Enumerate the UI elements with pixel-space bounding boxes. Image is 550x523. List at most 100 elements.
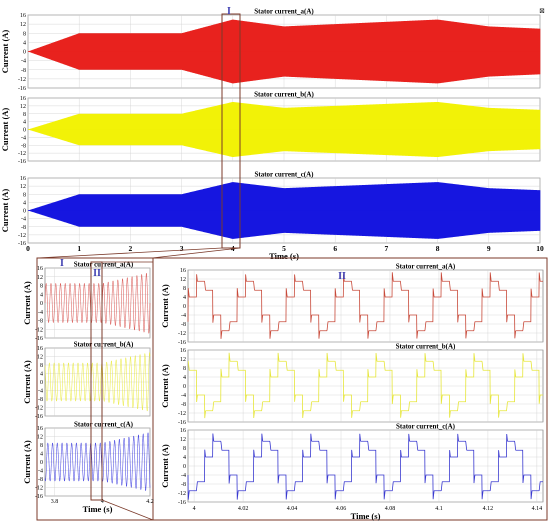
zoom-ii-chart: Stator current_a(A) 16 12 8 4 0 -4 -8 -12 -16 Curr… bbox=[160, 263, 544, 521]
zoom-ii-connector-bottom bbox=[101, 499, 154, 521]
zoom-i-panel-0: Stator current_a(A) 16 12 8 4 0 -4 -8 -12 -16 Curr… bbox=[22, 261, 151, 342]
y-axis-label: Current (A) bbox=[22, 360, 32, 404]
x-tick-label: 4.14 bbox=[532, 506, 543, 512]
y-axis-label: Current (A) bbox=[22, 281, 32, 325]
y-tick-label: 16 bbox=[20, 13, 26, 19]
zoom-ii-series-0 bbox=[187, 272, 543, 339]
zoom-connector-right bbox=[151, 247, 241, 259]
y-tick-label: 8 bbox=[40, 284, 43, 290]
x-tick-label: 10 bbox=[536, 244, 544, 253]
zoom-i-series-0 bbox=[44, 272, 151, 335]
y-axis-label: Current (A) bbox=[160, 284, 170, 328]
region-i-label: I bbox=[227, 6, 231, 17]
y-tick-label: -16 bbox=[18, 159, 26, 165]
y-tick-label: 12 bbox=[20, 22, 26, 28]
y-tick-label: 12 bbox=[20, 184, 26, 190]
x-tick-label: 4.12 bbox=[483, 506, 494, 512]
y-tick-label: -4 bbox=[38, 469, 43, 475]
overview-panel-0: Stator current_a(A) 16 12 8 4 0 -4 -8 -12 -16 Curr… bbox=[0, 8, 541, 92]
y-tick-label: -4 bbox=[181, 393, 186, 399]
y-tick-label: 12 bbox=[37, 435, 43, 441]
y-tick-label: 16 bbox=[20, 176, 26, 182]
y-tick-label: 16 bbox=[180, 348, 186, 354]
y-tick-label: 8 bbox=[40, 443, 43, 449]
y-tick-label: -12 bbox=[35, 327, 43, 333]
x-tick-label: 3.8 bbox=[51, 499, 59, 505]
zoom-i-label: I bbox=[60, 258, 64, 269]
y-tick-label: -16 bbox=[35, 494, 43, 500]
x-axis-label: Time (s) bbox=[83, 504, 113, 514]
x-tick-label: 4.04 bbox=[287, 506, 298, 512]
y-tick-label: -16 bbox=[178, 420, 186, 426]
panel-title: Stator current_c(A) bbox=[254, 171, 314, 179]
y-tick-label: 12 bbox=[180, 437, 186, 443]
y-axis-label: Current (A) bbox=[160, 444, 170, 488]
y-tick-label: 12 bbox=[37, 355, 43, 361]
zoom-i-series-1 bbox=[44, 351, 151, 412]
zoom-i-chart: Stator current_a(A) 16 12 8 4 0 -4 -8 -12 -16 Curr… bbox=[22, 258, 154, 514]
y-tick-label: 16 bbox=[37, 266, 43, 272]
y-tick-label: -8 bbox=[21, 143, 26, 149]
y-axis-label: Current (A) bbox=[22, 440, 32, 484]
y-tick-label: 0 bbox=[23, 209, 26, 215]
y-tick-label: 16 bbox=[37, 426, 43, 432]
panel-title: Stator current_b(A) bbox=[74, 341, 134, 349]
y-tick-label: -4 bbox=[21, 217, 26, 223]
x-tick-label: 3 bbox=[180, 244, 184, 253]
y-tick-label: 8 bbox=[183, 286, 186, 292]
y-tick-label: 0 bbox=[183, 304, 186, 310]
panel-title: Stator current_a(A) bbox=[396, 263, 456, 271]
x-tick-label: 4.2 bbox=[146, 499, 154, 505]
overview-chart: Stator current_a(A)1612840-4-8-12-16Curr… bbox=[0, 8, 544, 262]
y-tick-label: -12 bbox=[178, 331, 186, 337]
x-tick-label: 1 bbox=[77, 244, 81, 253]
y-tick-label: -12 bbox=[178, 411, 186, 417]
y-tick-label: 4 bbox=[183, 455, 186, 461]
panel-title: Stator current_c(A) bbox=[396, 423, 456, 431]
y-tick-label: -4 bbox=[38, 389, 43, 395]
y-tick-label: -4 bbox=[21, 59, 26, 65]
zoom-i-panel-1: Stator current_b(A) 16 12 8 4 0 -4 -8 -12 -16 Curr… bbox=[22, 341, 151, 420]
y-tick-label: -8 bbox=[181, 402, 186, 408]
y-tick-label: -12 bbox=[18, 151, 26, 157]
y-tick-label: -4 bbox=[181, 313, 186, 319]
region-ii-highlight bbox=[90, 261, 103, 501]
zoom-ii-frame bbox=[152, 257, 548, 521]
panel-title: Stator current_b(A) bbox=[254, 91, 314, 99]
zoom-ii-panel-2: Stator current_c(A) 16 12 8 4 0 -4 -8 -12 -16 Curr… bbox=[160, 423, 544, 506]
y-tick-label: 16 bbox=[37, 346, 43, 352]
y-tick-label: 0 bbox=[183, 384, 186, 390]
panel-title: Stator current_c(A) bbox=[74, 421, 134, 429]
y-tick-label: 8 bbox=[183, 446, 186, 452]
y-tick-label: 0 bbox=[40, 380, 43, 386]
y-tick-label: -8 bbox=[21, 225, 26, 231]
y-tick-label: -8 bbox=[181, 482, 186, 488]
x-tick-label: 6 bbox=[333, 244, 337, 253]
overview-panel-2: Stator current_c(A) 16 12 8 4 0 -4 -8 -12 -16 Curr… bbox=[0, 171, 541, 247]
x-tick-label: 4.02 bbox=[238, 506, 249, 512]
x-axis-label: Time (s) bbox=[351, 511, 381, 521]
y-tick-label: 0 bbox=[23, 50, 26, 56]
region-i-highlight bbox=[221, 13, 241, 249]
y-tick-label: -4 bbox=[21, 135, 26, 141]
x-tick-label: 2 bbox=[129, 244, 133, 253]
x-axis-label: Time (s) bbox=[269, 251, 299, 261]
y-tick-label: 4 bbox=[183, 375, 186, 381]
y-tick-label: -12 bbox=[178, 491, 186, 497]
panel-title: Stator current_a(A) bbox=[254, 8, 314, 16]
y-tick-label: 8 bbox=[23, 192, 26, 198]
y-tick-label: 8 bbox=[183, 366, 186, 372]
y-tick-label: -4 bbox=[181, 473, 186, 479]
y-tick-label: 8 bbox=[23, 31, 26, 37]
y-tick-label: 8 bbox=[23, 112, 26, 118]
y-tick-label: -16 bbox=[35, 414, 43, 420]
y-tick-label: 4 bbox=[40, 372, 43, 378]
y-tick-label: -16 bbox=[35, 336, 43, 342]
y-tick-label: 0 bbox=[40, 460, 43, 466]
zoom-ii-panel-0: Stator current_a(A) 16 12 8 4 0 -4 -8 -12 -16 Curr… bbox=[160, 263, 544, 346]
y-tick-label: -16 bbox=[178, 340, 186, 346]
y-tick-label: 0 bbox=[183, 464, 186, 470]
x-tick-label: 4.08 bbox=[385, 506, 396, 512]
y-tick-label: 4 bbox=[40, 292, 43, 298]
panel-title: Stator current_a(A) bbox=[74, 261, 134, 269]
